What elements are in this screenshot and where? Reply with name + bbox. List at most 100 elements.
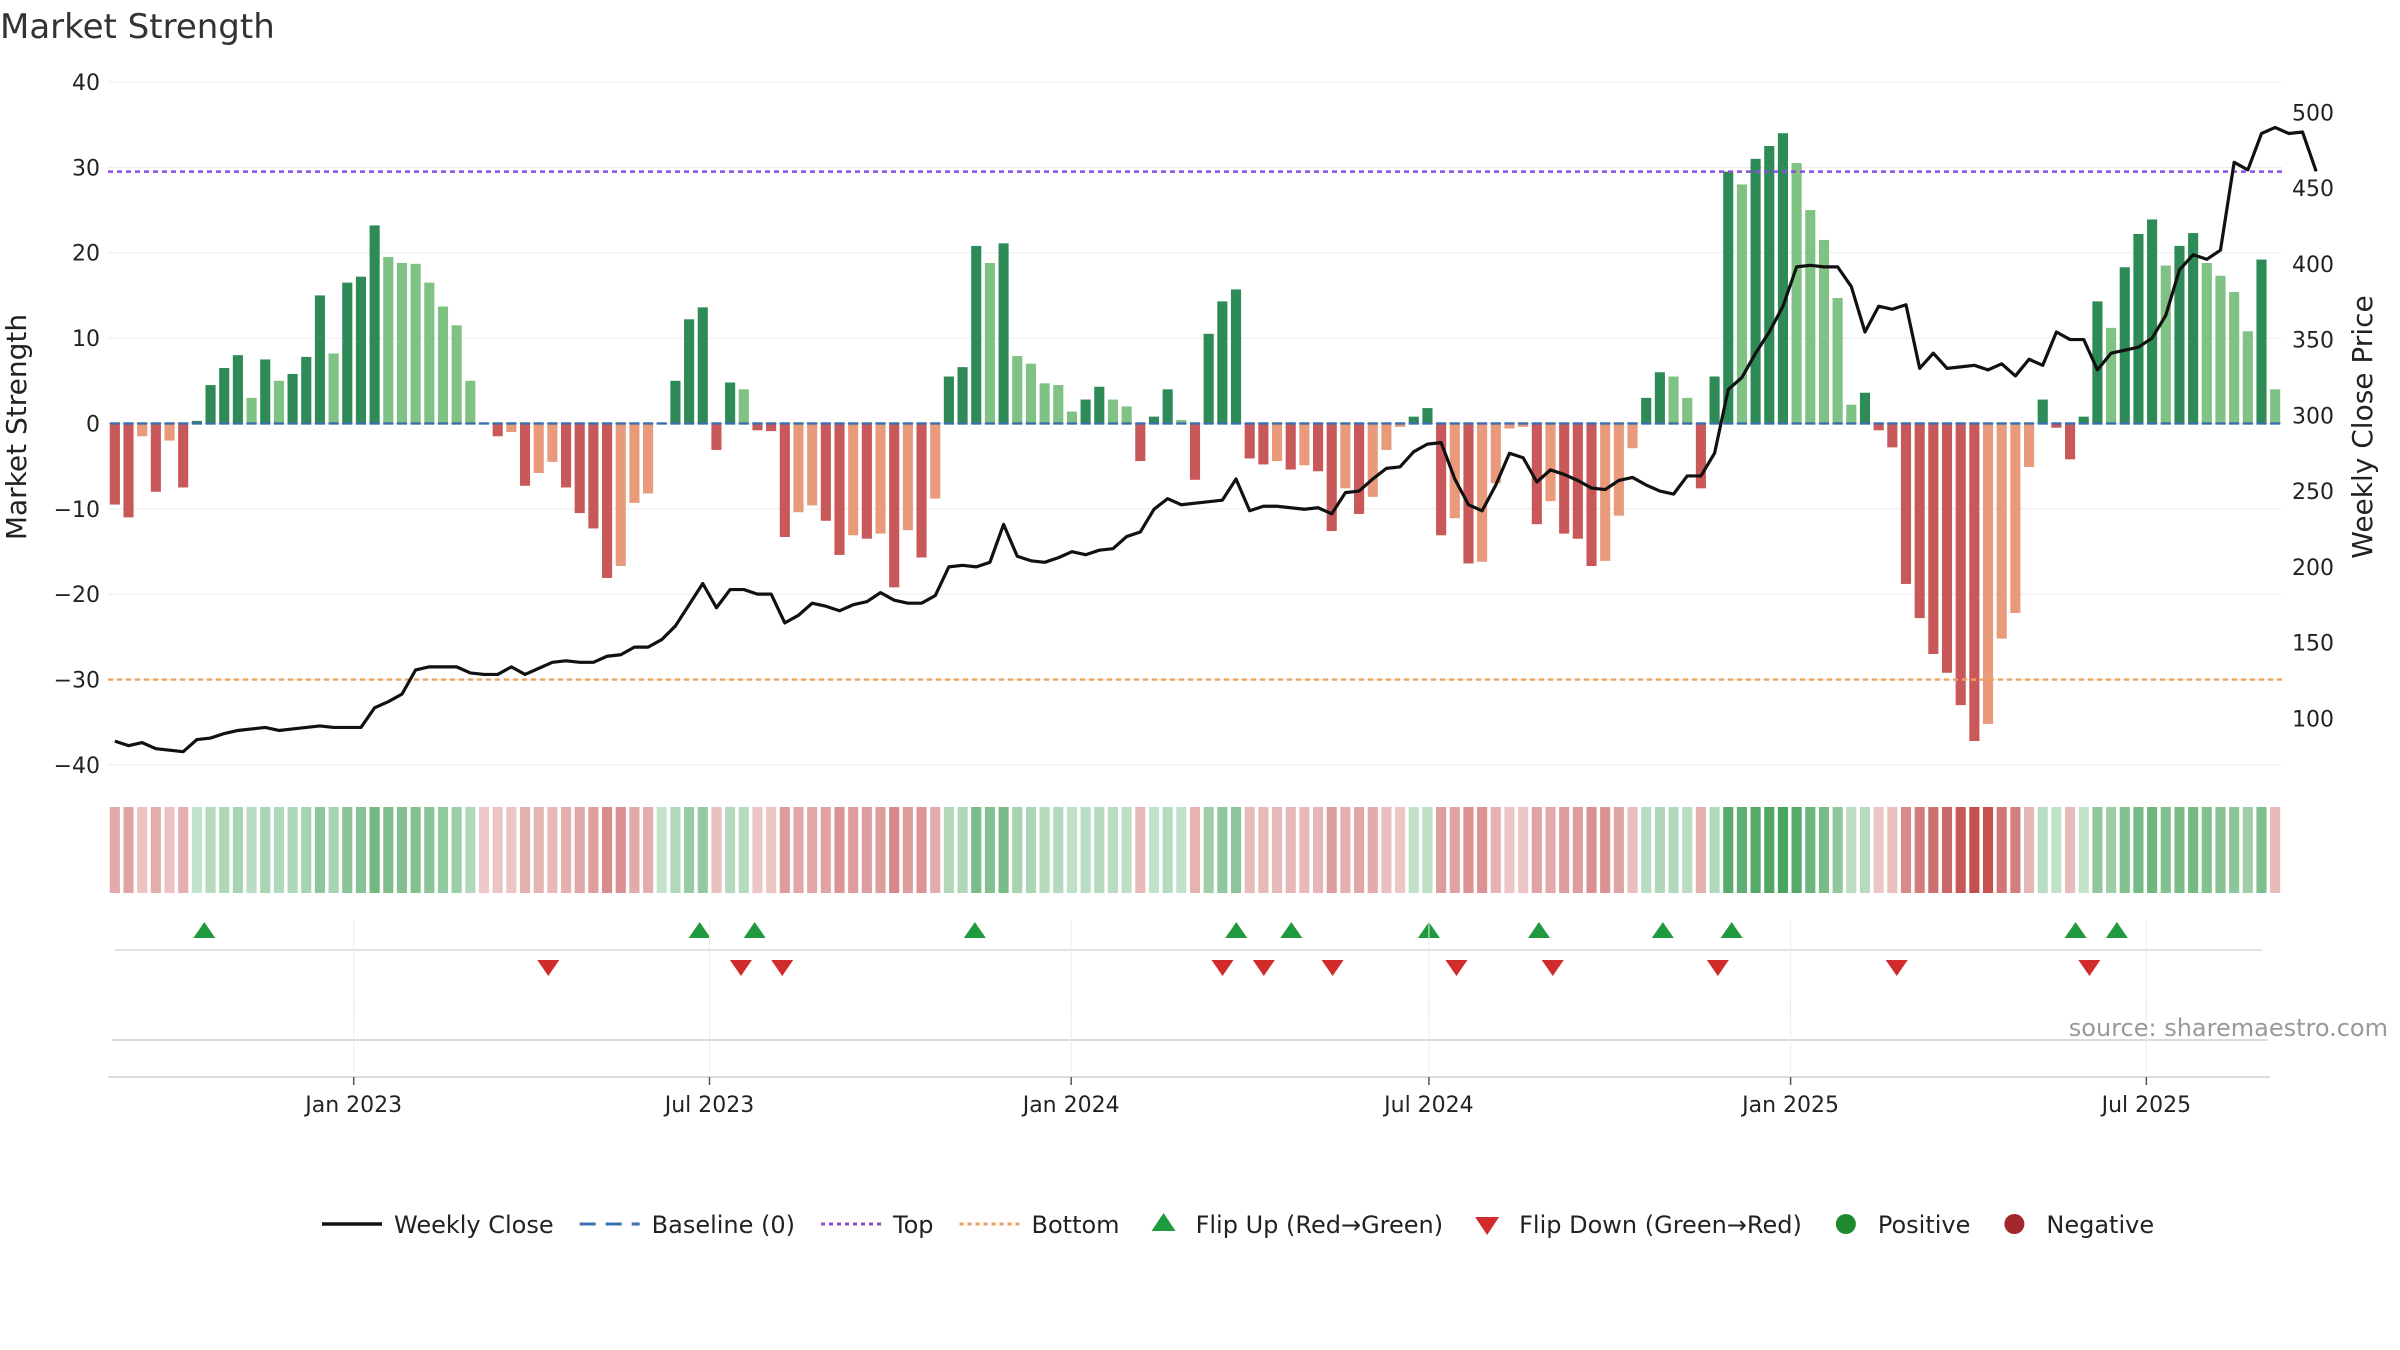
x-tick-label: Jul 2025 <box>2100 1093 2192 1118</box>
strength-bar <box>1107 399 1119 424</box>
strength-bar <box>1627 423 1638 449</box>
palette-cell <box>2119 807 2130 893</box>
strength-bar <box>2160 265 2171 424</box>
palette-cell <box>1654 807 1665 893</box>
palette-cell <box>2242 807 2253 893</box>
palette-cell <box>1107 807 1119 893</box>
palette-cell <box>369 807 380 893</box>
strength-bar <box>1449 423 1460 519</box>
palette-cell <box>355 807 367 893</box>
strength-bar <box>807 423 818 506</box>
palette-cell <box>2051 807 2062 893</box>
palette-cell <box>711 807 722 893</box>
strength-bar <box>2174 245 2185 424</box>
strength-bar <box>191 420 202 424</box>
strength-bar <box>1887 423 1898 448</box>
strength-bar <box>383 257 394 424</box>
palette-cell <box>2065 807 2076 893</box>
strength-bar <box>1271 423 1283 462</box>
palette-cell <box>889 807 900 893</box>
strength-bar <box>342 282 353 424</box>
flip-up-marker <box>1280 922 1303 938</box>
palette-cell <box>2229 807 2240 893</box>
palette-cell <box>1846 807 1857 893</box>
strength-bar <box>1094 386 1105 424</box>
y2-tick-label: 200 <box>2292 556 2334 581</box>
palette-cell <box>1381 807 1392 893</box>
palette-cell <box>1832 807 1843 893</box>
legend-item: Top <box>821 1211 934 1239</box>
strength-bar <box>2023 423 2035 467</box>
flip-down-marker <box>2078 960 2101 976</box>
strength-bar <box>2106 327 2117 424</box>
strength-bar <box>2270 389 2281 424</box>
palette-cell <box>1490 807 1501 893</box>
legend-label: Weekly Close <box>394 1211 554 1239</box>
strength-bar <box>2065 423 2076 460</box>
palette-cell <box>752 807 763 893</box>
strength-bar <box>1381 423 1392 450</box>
strength-bar <box>369 225 380 424</box>
legend-circle-icon <box>2004 1214 2025 1234</box>
strength-bar <box>2242 331 2253 424</box>
state-palette-strip <box>109 807 2281 893</box>
strength-bar <box>2051 423 2062 428</box>
palette-cell <box>2188 807 2199 893</box>
palette-cell <box>807 807 818 893</box>
palette-cell <box>1504 807 1515 893</box>
strength-bar <box>2256 259 2267 424</box>
flip-down-marker <box>537 960 560 976</box>
palette-cell <box>2174 807 2185 893</box>
palette-cell <box>1996 807 2007 893</box>
palette-cell <box>629 807 640 893</box>
palette-cell <box>232 807 243 893</box>
palette-cell <box>1477 807 1488 893</box>
palette-cell <box>588 807 599 893</box>
strength-bar <box>150 423 161 492</box>
palette-cell <box>273 807 284 893</box>
palette-cell <box>1914 807 1925 893</box>
palette-cell <box>1176 807 1187 893</box>
legend-circle-icon <box>1835 1214 1856 1234</box>
legend-label: Flip Up (Red→Green) <box>1196 1211 1444 1239</box>
strength-bar <box>1846 404 1857 424</box>
flip-up-marker <box>1720 922 1743 938</box>
palette-cell <box>1900 807 1912 893</box>
strength-bar <box>2147 219 2158 424</box>
strength-bar <box>1818 239 1830 424</box>
palette-cell <box>684 807 695 893</box>
strength-bar <box>1682 397 1693 424</box>
flip-up-marker <box>2105 922 2128 938</box>
palette-cell <box>1012 807 1023 893</box>
strength-bar <box>273 380 284 424</box>
x-tick-label: Jul 2023 <box>663 1093 755 1118</box>
strength-bar <box>1367 423 1378 497</box>
strength-bar <box>1285 423 1296 470</box>
palette-cell <box>1668 807 1679 893</box>
y-tick-label: −20 <box>54 583 100 608</box>
strength-bar <box>519 423 531 486</box>
palette-cell <box>465 807 476 893</box>
palette-cell <box>1764 807 1775 893</box>
strength-bar <box>1217 301 1228 424</box>
strength-bar <box>1859 392 1871 424</box>
palette-cell <box>984 807 995 893</box>
strength-bar <box>1436 423 1447 536</box>
palette-cell <box>1217 807 1228 893</box>
strength-bar <box>2229 292 2240 424</box>
strength-bar <box>1668 376 1679 424</box>
flip-up-marker <box>193 922 216 938</box>
strength-bar <box>793 423 804 513</box>
y-tick-label: 40 <box>72 71 100 96</box>
flip-down-marker <box>1885 960 1908 976</box>
palette-cell <box>1121 807 1132 893</box>
strength-bar <box>766 423 777 432</box>
strength-bar <box>560 423 572 488</box>
strength-bar <box>875 423 886 534</box>
strength-bar <box>219 367 230 424</box>
strength-bar <box>109 423 120 505</box>
palette-cell <box>1436 807 1447 893</box>
palette-cell <box>2037 807 2048 893</box>
strength-bar <box>1750 158 1761 424</box>
strength-bar <box>1244 423 1255 459</box>
